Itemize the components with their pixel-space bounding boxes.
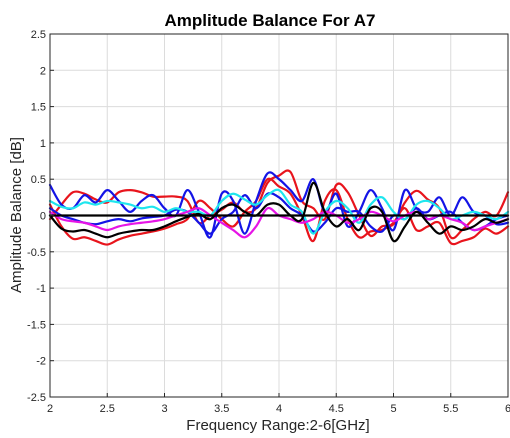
- x-tick-label: 3.5: [214, 403, 229, 415]
- y-tick-label: -1: [36, 283, 46, 295]
- x-tick-label: 2: [47, 403, 53, 415]
- chart-title: Amplitude Balance For A7: [165, 11, 376, 30]
- y-tick-label: -2.5: [27, 392, 46, 404]
- x-tick-label: 4.5: [329, 403, 344, 415]
- x-tick-label: 2.5: [100, 403, 115, 415]
- x-axis-ticks: 2 2.5 3 3.5 4 4.5 5 5.5 6: [47, 393, 510, 415]
- x-tick-label: 5: [390, 403, 396, 415]
- x-tick-label: 5.5: [443, 403, 458, 415]
- series-line-5: [48, 188, 510, 235]
- series-layer: [48, 169, 510, 246]
- y-tick-label: 1: [40, 138, 46, 150]
- y-tick-label: 2.5: [31, 29, 46, 41]
- x-tick-label: 6: [505, 403, 510, 415]
- y-tick-label: 1.5: [31, 102, 46, 114]
- y-tick-label: -2: [36, 356, 46, 368]
- y-axis-ticks: 2.5 2 1.5 1 0.5 0 -0.5 -1 -1.5 -2 -2.5: [27, 29, 54, 404]
- y-tick-label: 0: [40, 211, 46, 223]
- y-tick-label: -0.5: [27, 247, 46, 259]
- y-tick-label: -1.5: [27, 319, 46, 331]
- series-line-3: [48, 171, 510, 239]
- y-tick-label: 2: [40, 65, 46, 77]
- x-axis-label: Frequency Range:2-6[GHz]: [186, 417, 369, 434]
- y-axis-label: Amplitude Balance [dB]: [8, 137, 25, 293]
- x-tick-label: 3: [161, 403, 167, 415]
- x-tick-label: 4: [276, 403, 282, 415]
- series-line-8: [48, 181, 510, 243]
- series-line-2: [48, 177, 510, 246]
- y-tick-label: 0.5: [31, 174, 46, 186]
